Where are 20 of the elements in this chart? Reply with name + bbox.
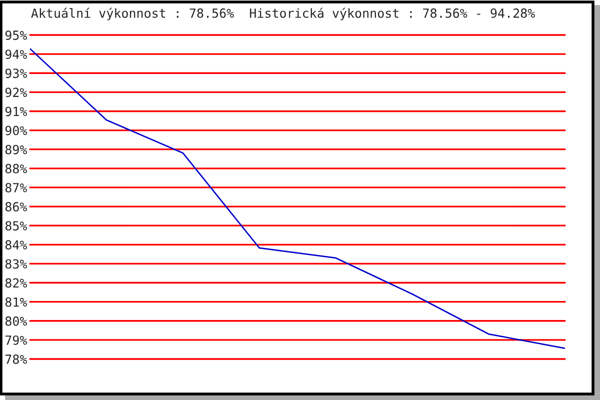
line-series <box>30 48 565 350</box>
y-tick-label: 95% <box>5 30 28 40</box>
y-tick-label: 81% <box>5 297 28 307</box>
y-tick-label: 83% <box>5 259 28 269</box>
y-tick-label: 91% <box>5 106 28 116</box>
y-tick-label: 79% <box>5 335 28 345</box>
y-tick-label: 80% <box>5 316 28 326</box>
y-tick-label: 93% <box>5 68 28 78</box>
y-tick-label: 94% <box>5 50 28 60</box>
y-tick-label: 90% <box>5 126 28 136</box>
y-tick-label: 87% <box>5 182 28 192</box>
y-tick-label: 78% <box>5 354 28 364</box>
y-tick-label: 88% <box>5 164 28 174</box>
y-tick-label: 84% <box>5 240 28 250</box>
chart-title: Aktuální výkonnost : 78.56% Historická výkonnost : 78.56% - 94.28% <box>31 8 535 20</box>
y-tick-label: 92% <box>5 88 28 98</box>
y-tick-label: 82% <box>5 278 28 288</box>
y-tick-label: 86% <box>5 202 28 212</box>
y-tick-label: 89% <box>5 144 28 154</box>
y-tick-label: 85% <box>5 221 28 231</box>
